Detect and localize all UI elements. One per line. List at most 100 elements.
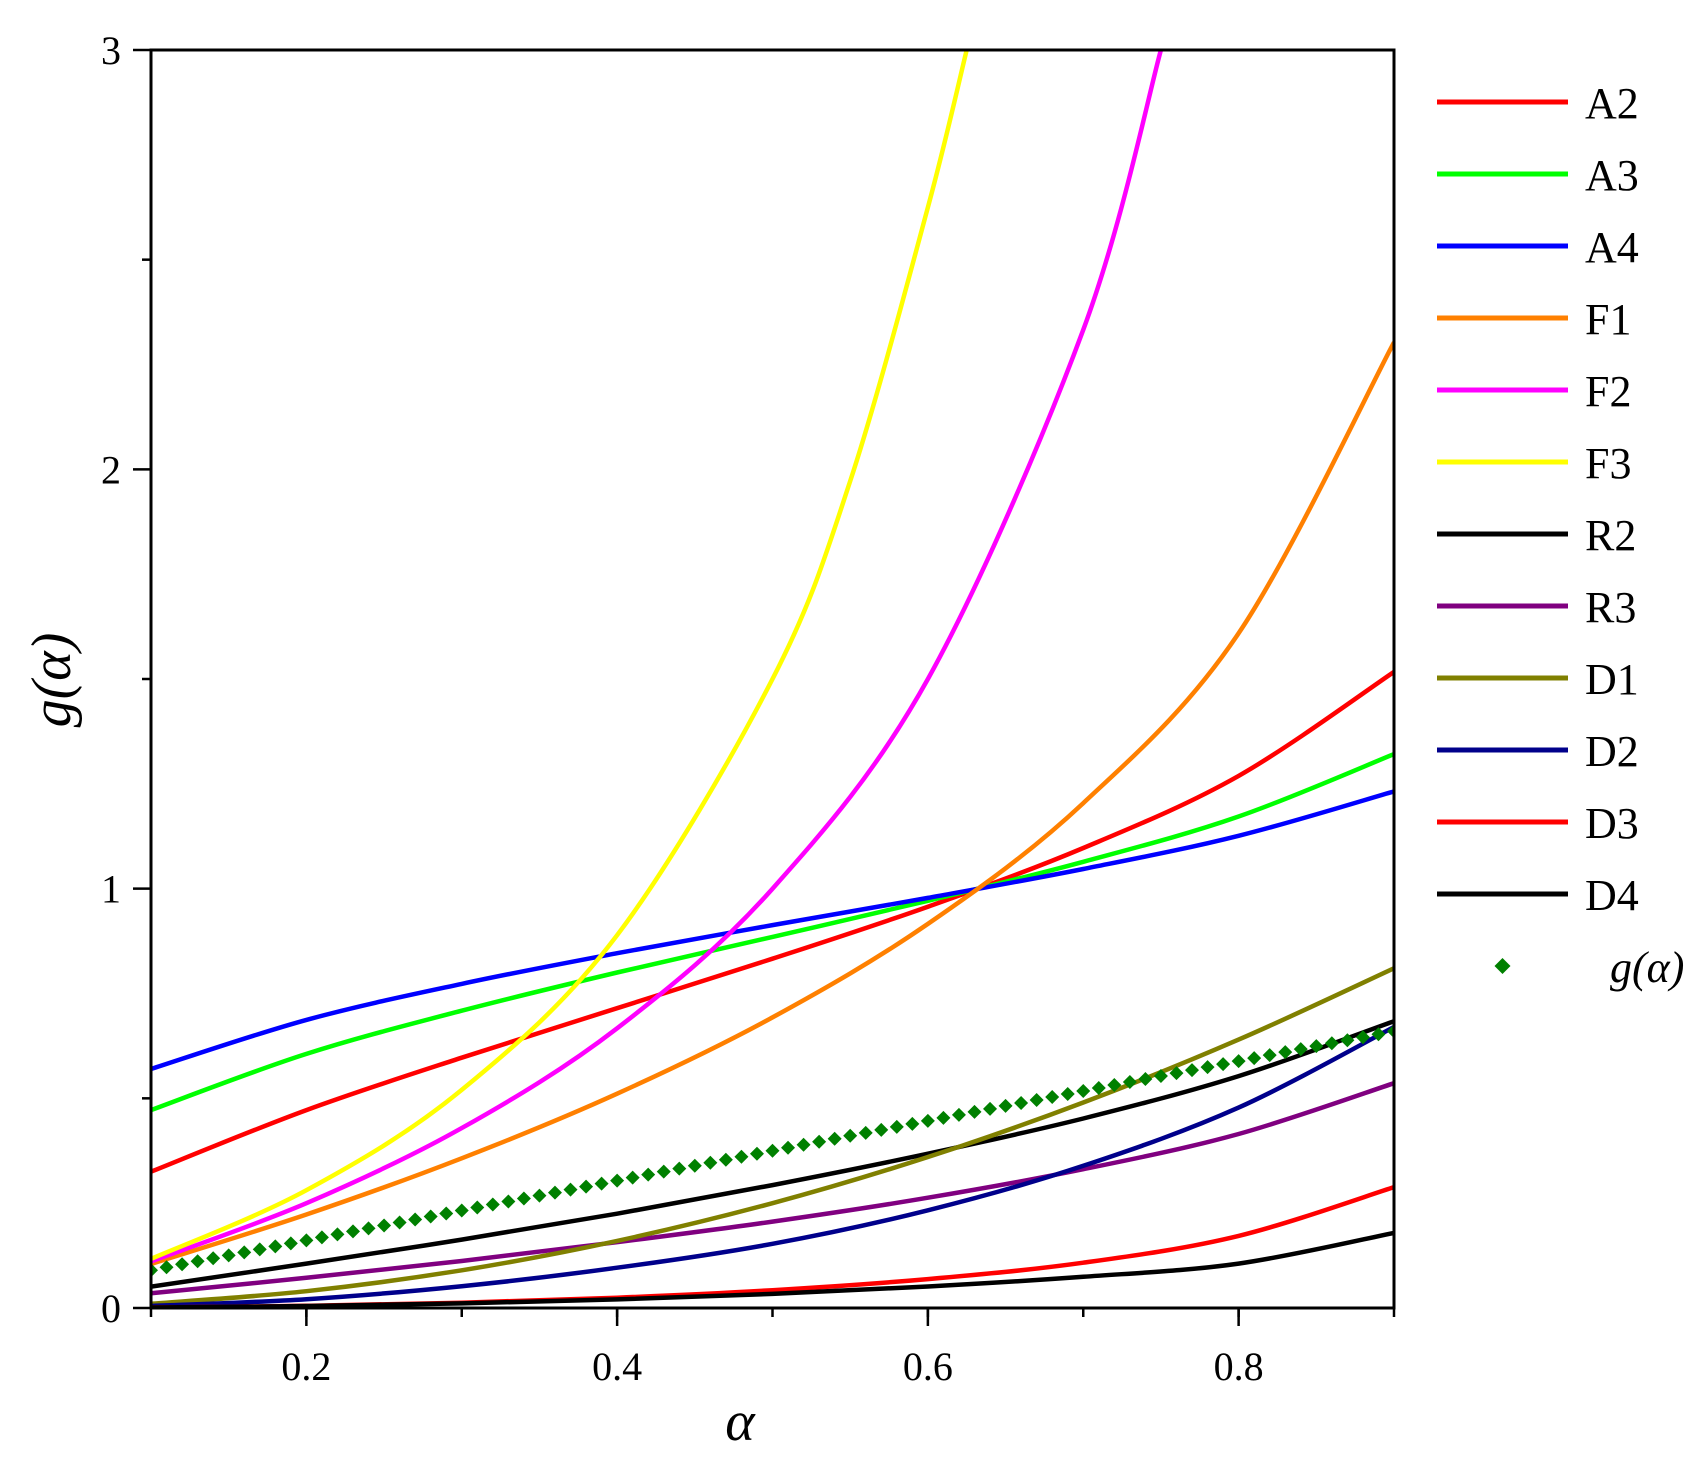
marker-g-alpha <box>408 1212 423 1227</box>
marker-g-alpha <box>283 1236 298 1251</box>
marker-g-alpha <box>268 1239 283 1254</box>
marker-g-alpha <box>470 1200 485 1215</box>
x-tick-label: 0.2 <box>281 1344 331 1389</box>
marker-g-alpha <box>1216 1057 1231 1072</box>
marker-g-alpha <box>967 1104 982 1119</box>
marker-g-alpha <box>765 1143 780 1158</box>
plot-series <box>151 50 1394 1308</box>
marker-g-alpha <box>532 1188 547 1203</box>
series-line-d2 <box>151 1025 1394 1308</box>
marker-g-alpha <box>812 1134 827 1149</box>
legend: A2 A3 A4 F1 F2 F3 R2 R3 D1 D2 D3 D4 g(α) <box>1437 79 1684 992</box>
marker-g-alpha <box>345 1224 360 1239</box>
marker-g-alpha <box>625 1170 640 1185</box>
legend-label-f3: F3 <box>1585 439 1631 488</box>
legend-label-f2: F2 <box>1585 367 1631 416</box>
marker-g-alpha <box>920 1113 935 1128</box>
series-line-f2 <box>151 50 1164 1264</box>
legend-label-d4: D4 <box>1585 871 1639 920</box>
legend-label-a3: A3 <box>1585 151 1639 200</box>
series-line-a2 <box>151 670 1394 1174</box>
marker-g-alpha <box>1153 1069 1168 1084</box>
marker-g-alpha <box>796 1137 811 1152</box>
x-tick-label: 0.6 <box>903 1344 953 1389</box>
marker-g-alpha <box>206 1251 221 1266</box>
legend-label-d3: D3 <box>1585 799 1639 848</box>
marker-g-alpha <box>1231 1054 1246 1069</box>
marker-g-alpha <box>1371 1027 1386 1042</box>
marker-g-alpha <box>1091 1081 1106 1096</box>
marker-g-alpha <box>1278 1045 1293 1060</box>
series-line-a3 <box>151 752 1394 1113</box>
marker-g-alpha <box>501 1194 516 1209</box>
marker-g-alpha <box>983 1101 998 1116</box>
marker-g-alpha <box>843 1128 858 1143</box>
marker-g-alpha <box>687 1158 702 1173</box>
marker-g-alpha <box>1387 1024 1394 1039</box>
marker-g-alpha <box>1200 1060 1215 1075</box>
marker-g-alpha <box>641 1167 656 1182</box>
x-axis-title: α <box>725 1391 756 1453</box>
x-axis-ticks: 0.2 0.4 0.6 0.8 <box>149 1308 1396 1389</box>
marker-g-alpha <box>781 1140 796 1155</box>
legend-marker-g-alpha <box>1494 958 1511 974</box>
legend-label-r2: R2 <box>1585 511 1636 560</box>
marker-g-alpha <box>594 1176 609 1191</box>
marker-g-alpha <box>1014 1095 1029 1110</box>
legend-label-d2: D2 <box>1585 727 1639 776</box>
marker-g-alpha <box>1324 1036 1339 1051</box>
marker-g-alpha <box>151 1263 158 1278</box>
marker-g-alpha <box>734 1149 749 1164</box>
marker-g-alpha <box>1293 1042 1308 1057</box>
marker-g-alpha <box>547 1185 562 1200</box>
legend-label-a2: A2 <box>1585 79 1639 128</box>
series-line-a4 <box>151 789 1394 1072</box>
marker-g-alpha <box>190 1254 205 1269</box>
series-line-r2 <box>151 1019 1394 1289</box>
marker-g-alpha <box>423 1209 438 1224</box>
marker-g-alpha <box>874 1122 889 1137</box>
marker-g-alpha <box>1076 1083 1091 1098</box>
marker-g-alpha <box>672 1161 687 1176</box>
legend-label-g-alpha: g(α) <box>1610 943 1684 992</box>
marker-g-alpha <box>485 1197 500 1212</box>
y-tick-label: 0 <box>101 1286 121 1331</box>
marker-g-alpha <box>1185 1063 1200 1078</box>
marker-g-alpha <box>221 1248 236 1263</box>
legend-label-f1: F1 <box>1585 295 1631 344</box>
marker-g-alpha <box>1355 1030 1370 1045</box>
marker-g-alpha <box>936 1110 951 1125</box>
y-axis-title: g(α) <box>21 633 83 728</box>
marker-g-alpha <box>237 1245 252 1260</box>
y-tick-label: 1 <box>101 867 121 912</box>
marker-g-alpha <box>361 1221 376 1236</box>
plot-markers <box>151 1024 1394 1278</box>
series-line-f1 <box>151 341 1394 1267</box>
marker-g-alpha <box>1262 1048 1277 1063</box>
marker-g-alpha <box>175 1257 190 1272</box>
marker-g-alpha <box>951 1107 966 1122</box>
marker-g-alpha <box>1029 1092 1044 1107</box>
marker-g-alpha <box>858 1125 873 1140</box>
marker-g-alpha <box>1309 1039 1324 1054</box>
marker-g-alpha <box>252 1242 267 1257</box>
y-axis-ticks: 0 1 2 3 <box>101 28 151 1331</box>
marker-g-alpha <box>827 1131 842 1146</box>
marker-g-alpha <box>998 1098 1013 1113</box>
marker-g-alpha <box>516 1191 531 1206</box>
marker-g-alpha <box>159 1260 174 1275</box>
marker-g-alpha <box>656 1164 671 1179</box>
legend-label-r3: R3 <box>1585 583 1636 632</box>
marker-g-alpha <box>392 1215 407 1230</box>
marker-g-alpha <box>377 1218 392 1233</box>
marker-g-alpha <box>703 1155 718 1170</box>
marker-g-alpha <box>299 1233 314 1248</box>
x-tick-label: 0.4 <box>592 1344 642 1389</box>
marker-g-alpha <box>330 1227 345 1242</box>
y-tick-label: 3 <box>101 28 121 73</box>
marker-g-alpha <box>905 1116 920 1131</box>
legend-label-a4: A4 <box>1585 223 1639 272</box>
series-line-d4 <box>151 1230 1394 1308</box>
marker-g-alpha <box>439 1206 454 1221</box>
